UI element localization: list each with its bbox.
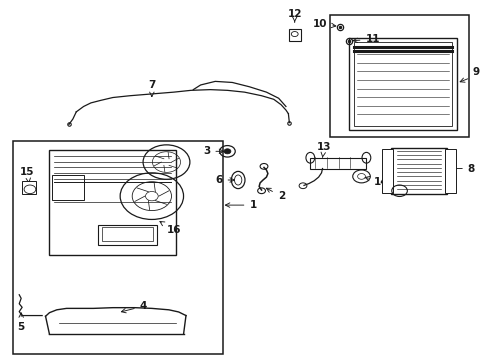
Text: 16: 16 xyxy=(160,221,181,235)
Text: 4: 4 xyxy=(121,301,147,313)
Text: 12: 12 xyxy=(287,9,302,22)
Bar xyxy=(102,226,153,241)
Text: 2: 2 xyxy=(266,188,285,201)
Text: 14: 14 xyxy=(365,176,387,187)
Circle shape xyxy=(145,192,158,201)
Text: 3: 3 xyxy=(203,146,223,156)
Bar xyxy=(381,149,392,193)
Text: 7: 7 xyxy=(148,80,155,96)
Bar xyxy=(444,149,455,193)
Bar xyxy=(348,39,456,130)
Text: 10: 10 xyxy=(312,19,335,29)
Bar xyxy=(52,175,83,200)
Bar xyxy=(22,181,36,194)
Text: 9: 9 xyxy=(472,67,479,77)
Text: 8: 8 xyxy=(450,163,474,174)
Bar xyxy=(329,15,468,137)
Bar xyxy=(390,148,446,194)
Circle shape xyxy=(224,149,230,154)
Text: 11: 11 xyxy=(352,35,379,44)
Bar xyxy=(353,42,451,126)
Text: 5: 5 xyxy=(18,313,25,332)
Text: 1: 1 xyxy=(225,200,256,210)
Bar xyxy=(49,149,176,255)
Bar xyxy=(288,29,300,41)
Bar xyxy=(98,225,157,244)
Bar xyxy=(310,158,366,168)
Text: 15: 15 xyxy=(20,167,35,183)
Text: 6: 6 xyxy=(215,175,234,185)
Bar xyxy=(13,140,222,354)
Text: 13: 13 xyxy=(316,142,330,158)
